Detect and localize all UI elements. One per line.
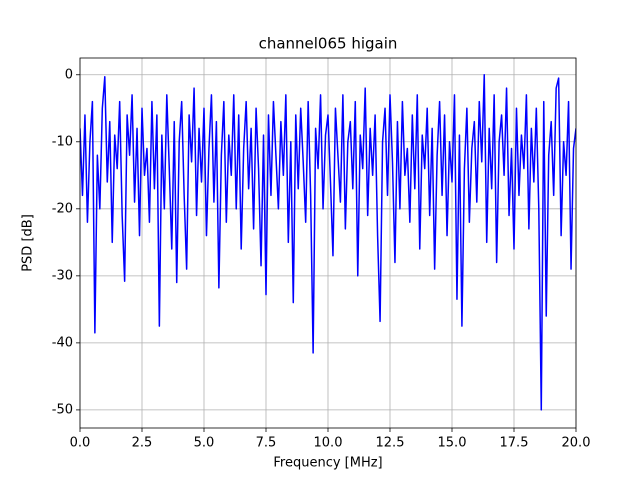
x-tick-label: 0.0 bbox=[70, 436, 91, 451]
y-tick-label: -40 bbox=[52, 335, 73, 350]
x-axis-label: Frequency [MHz] bbox=[273, 456, 382, 471]
x-tick-label: 15.0 bbox=[438, 436, 467, 451]
x-tick-label: 5.0 bbox=[194, 436, 215, 451]
plot-frame bbox=[79, 57, 577, 429]
psd-line bbox=[80, 74, 576, 411]
y-tick-label: 0 bbox=[65, 67, 73, 82]
x-tick-label: 7.5 bbox=[256, 436, 277, 451]
chart-title: channel065 higain bbox=[259, 35, 398, 53]
y-tick-label: -20 bbox=[52, 201, 73, 216]
x-tick-label: 2.5 bbox=[132, 436, 153, 451]
x-tick-label: 17.5 bbox=[500, 436, 529, 451]
y-tick-label: -10 bbox=[52, 134, 73, 149]
y-axis-label: PSD [dB] bbox=[21, 214, 36, 272]
y-tick-label: -50 bbox=[52, 402, 73, 417]
x-tick-label: 10.0 bbox=[314, 436, 343, 451]
y-tick-label: -30 bbox=[52, 268, 73, 283]
x-tick-label: 20.0 bbox=[562, 436, 591, 451]
x-tick-label: 12.5 bbox=[376, 436, 405, 451]
